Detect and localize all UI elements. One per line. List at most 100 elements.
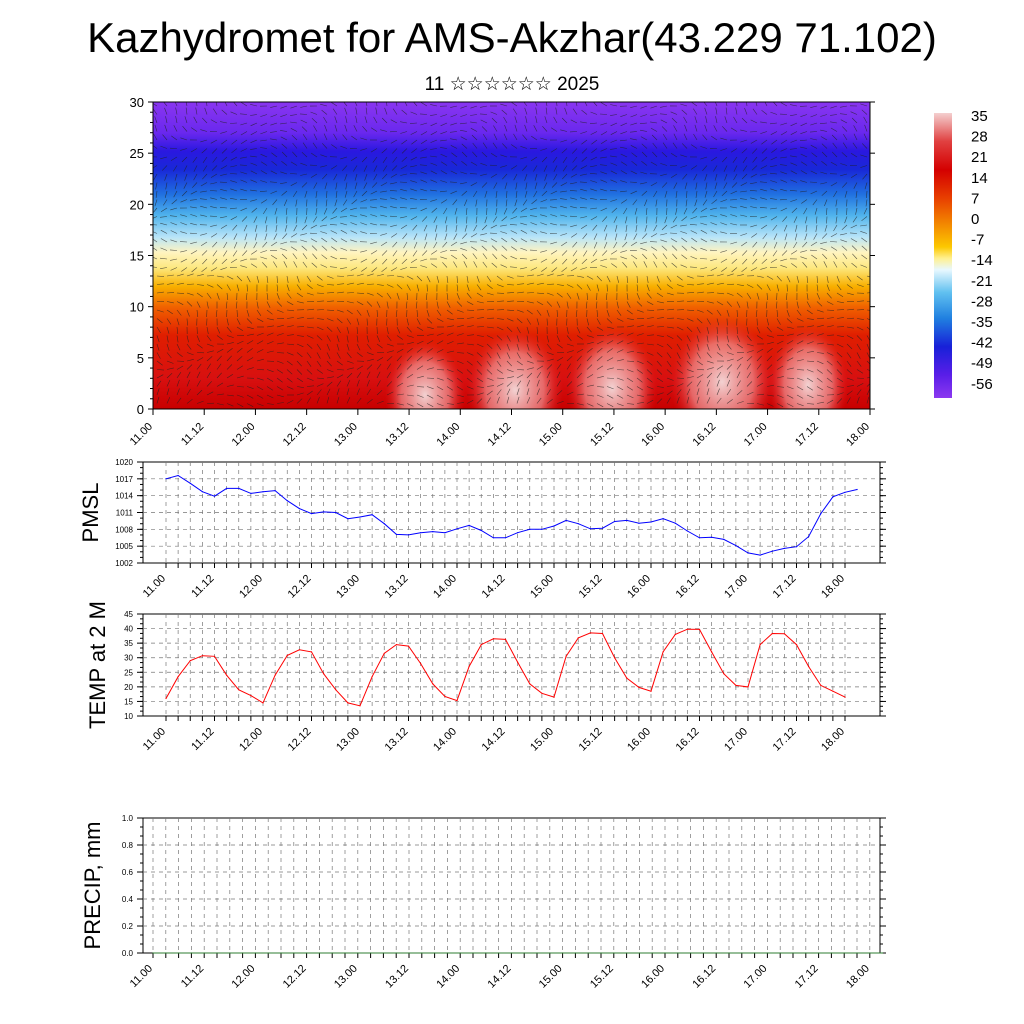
wind-vector [530, 222, 538, 226]
wind-vector [706, 388, 710, 396]
wind-vector [603, 241, 608, 249]
wind-vector [735, 107, 738, 115]
wind-vector [644, 224, 648, 232]
wind-vector [724, 116, 728, 124]
wind-vector [860, 154, 868, 158]
wind-vector [296, 352, 303, 358]
wind-vector [306, 369, 313, 375]
wind-vector [512, 108, 518, 115]
wind-vector [566, 381, 573, 387]
wind-vector [426, 340, 434, 345]
wind-vector [530, 258, 538, 261]
wind-vector [446, 369, 454, 373]
y-tick-label: 10 [124, 712, 133, 721]
wind-vector [250, 148, 258, 150]
wind-vector [306, 284, 313, 290]
wind-vector [756, 326, 761, 334]
wind-vector [790, 199, 798, 202]
wind-vector [536, 335, 539, 343]
wind-vector [244, 233, 248, 241]
wind-vector [406, 335, 414, 338]
wind-vector [540, 250, 548, 253]
x-tick-label: 15.00 [528, 573, 556, 601]
wind-vector [580, 165, 588, 170]
wind-vector [416, 386, 425, 388]
wind-vector [233, 241, 238, 249]
wind-vector [736, 292, 743, 298]
wind-vector [566, 363, 572, 370]
wind-vectors [153, 102, 870, 408]
wind-vector [250, 139, 258, 143]
wind-vector [796, 332, 804, 336]
wind-vector [606, 377, 615, 379]
wind-vector [511, 144, 518, 149]
wind-vector [741, 241, 748, 247]
wind-vector [344, 190, 348, 198]
wind-vector [296, 398, 303, 404]
wind-vector [482, 253, 488, 260]
wind-vector [716, 365, 724, 370]
wind-vector [776, 318, 781, 325]
wind-vector [726, 364, 733, 370]
wind-vector [346, 379, 351, 387]
wind-vector [830, 114, 838, 116]
wind-vector [340, 267, 348, 270]
wind-vector [286, 352, 294, 356]
wind-vector [721, 267, 728, 272]
wind-vector [229, 207, 238, 210]
wind-vector [440, 199, 448, 204]
wind-vector [550, 127, 558, 132]
wind-vector [741, 250, 748, 256]
wind-vector [256, 275, 260, 283]
wind-vector [166, 309, 173, 315]
wind-vector [476, 326, 485, 328]
wind-vector [190, 148, 198, 153]
wind-vector [230, 198, 238, 200]
wind-vector [776, 347, 783, 353]
wind-vector [411, 139, 418, 145]
wind-vector [356, 365, 364, 370]
wind-vector [426, 292, 428, 301]
wind-vector [280, 105, 288, 109]
wind-vector [440, 153, 448, 158]
wind-vector [812, 199, 818, 206]
wind-vector [546, 399, 553, 404]
wind-vector [350, 267, 358, 271]
wind-vector [752, 108, 758, 115]
wind-vector [783, 241, 788, 249]
x-tick-label: 16.00 [639, 963, 667, 991]
wind-vector [220, 121, 228, 124]
wind-vector [766, 326, 772, 333]
wind-vector [641, 151, 648, 158]
wind-vector [516, 318, 523, 324]
wind-vector [841, 245, 848, 251]
wind-vector [656, 398, 663, 404]
wind-vector [202, 156, 208, 163]
x-tick-label: 17.00 [722, 726, 750, 754]
wind-vector [466, 352, 474, 356]
wind-vector [545, 107, 548, 115]
wind-vector [416, 275, 423, 282]
wind-vector [381, 267, 388, 273]
wind-vector [153, 133, 158, 141]
wind-vector [344, 107, 348, 115]
wind-vector [420, 156, 428, 159]
wind-vector [846, 207, 848, 216]
y-tick-label: 25 [124, 668, 133, 677]
wind-vector [386, 326, 389, 334]
wind-vector [516, 343, 520, 351]
wind-vector [475, 216, 478, 224]
wind-vector [515, 182, 518, 190]
wind-vector [392, 250, 398, 257]
wind-vector [620, 153, 628, 158]
wind-vector [360, 214, 368, 217]
wind-vector [280, 241, 288, 245]
wind-vector [761, 156, 768, 162]
wind-vector [716, 292, 725, 295]
wind-vector [236, 386, 245, 388]
wind-vector [836, 352, 843, 358]
wind-vector [436, 377, 444, 381]
wind-vector [535, 107, 538, 115]
wind-vector [281, 143, 288, 149]
wind-vector [324, 182, 328, 190]
